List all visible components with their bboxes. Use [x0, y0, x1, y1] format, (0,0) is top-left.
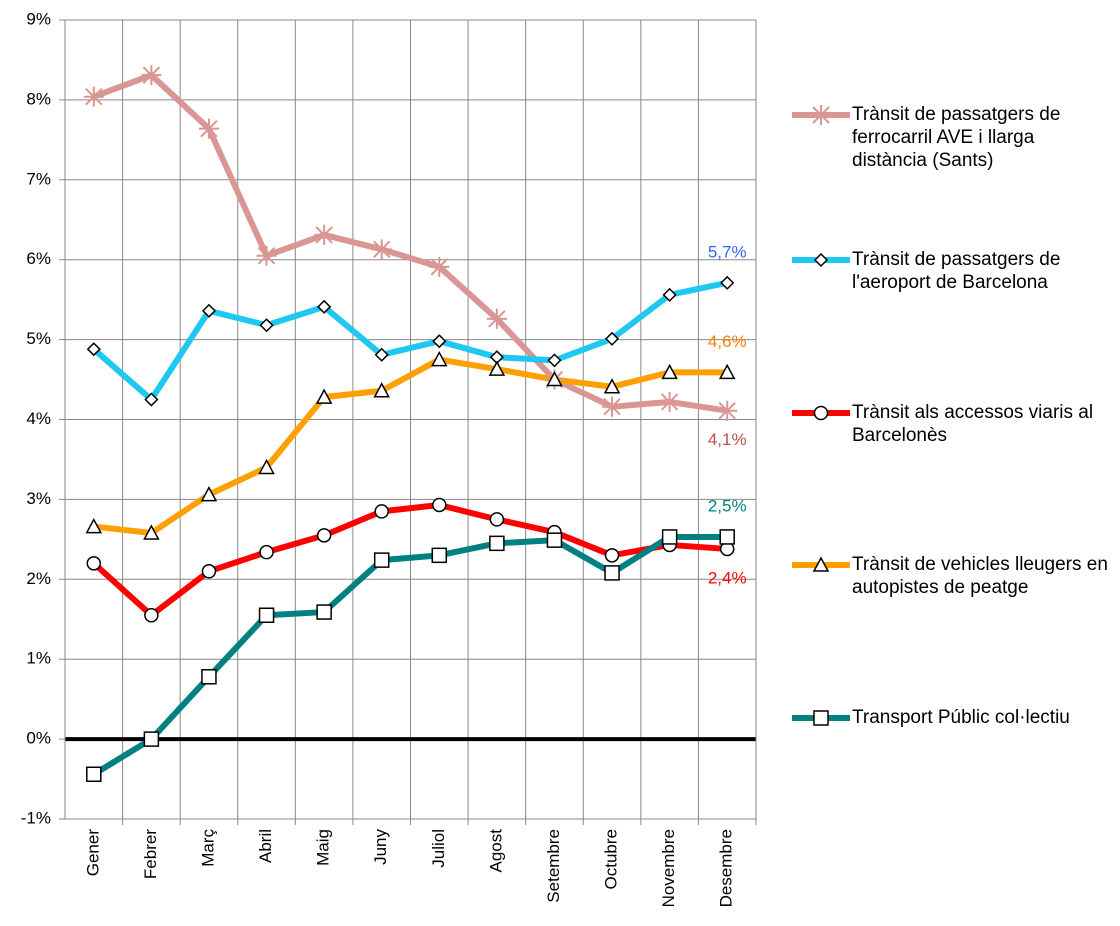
- point-marker: [143, 524, 160, 540]
- point-marker: [259, 318, 274, 333]
- y-tick-label: 7%: [26, 169, 51, 188]
- legend-marker: [813, 252, 829, 268]
- legend-label: Trànsit de passatgers de ferrocarril AVE…: [852, 104, 1061, 171]
- x-tick-label: Agost: [486, 829, 505, 873]
- y-tick-label: 6%: [26, 249, 51, 268]
- point-marker: [200, 486, 218, 502]
- x-tick-label: Setembre: [544, 829, 563, 903]
- x-tick-label: Octubre: [602, 829, 621, 889]
- point-marker: [603, 378, 621, 394]
- legend-marker: [813, 405, 829, 421]
- x-tick-label: Abril: [256, 829, 275, 863]
- legend-label: Trànsit als accessos viaris al Barcelonè…: [852, 402, 1094, 446]
- point-marker: [547, 353, 562, 368]
- y-tick-label: 8%: [26, 89, 51, 108]
- point-marker: [316, 528, 332, 543]
- point-marker: [604, 565, 620, 581]
- series-line: [92, 533, 728, 777]
- point-marker: [256, 245, 277, 266]
- y-tick-label: 9%: [26, 9, 51, 28]
- point-marker: [201, 303, 217, 318]
- point-marker: [86, 556, 102, 571]
- point-marker: [602, 396, 623, 417]
- legend-marker: [811, 105, 831, 125]
- point-marker: [488, 360, 506, 376]
- point-marker: [546, 370, 563, 387]
- point-marker: [317, 299, 332, 314]
- point-marker: [661, 529, 678, 545]
- point-marker: [431, 350, 448, 367]
- data-label: 4,6%: [708, 332, 747, 351]
- point-marker: [373, 552, 390, 568]
- x-tick-label: Juliol: [429, 829, 448, 868]
- point-marker: [86, 342, 101, 357]
- point-marker: [315, 388, 333, 404]
- y-tick-label: -1%: [21, 808, 51, 827]
- point-marker: [198, 118, 219, 139]
- point-marker: [486, 308, 507, 329]
- series-line: [91, 501, 728, 619]
- point-marker: [720, 275, 735, 290]
- point-marker: [429, 256, 450, 277]
- point-marker: [143, 731, 160, 747]
- point-marker: [314, 224, 335, 245]
- y-tick-label: 0%: [26, 729, 51, 748]
- y-tick-label: 3%: [26, 489, 51, 508]
- legend-label: Transport Públic col·lectiu: [852, 707, 1070, 728]
- x-tick-label: Novembre: [659, 829, 678, 907]
- point-marker: [141, 65, 162, 86]
- series-line: [93, 356, 728, 536]
- point-marker: [85, 517, 103, 534]
- y-tick-label: 1%: [26, 649, 51, 668]
- point-marker: [661, 363, 678, 380]
- y-tick-label: 2%: [26, 569, 51, 588]
- point-marker: [259, 544, 274, 560]
- point-marker: [489, 512, 505, 527]
- legend-label: Trànsit de vehicles lleugers en autopist…: [852, 554, 1108, 598]
- x-tick-label: Febrer: [141, 829, 160, 879]
- point-marker: [144, 608, 159, 623]
- point-marker: [431, 547, 448, 564]
- point-marker: [374, 504, 389, 519]
- point-marker: [371, 239, 392, 260]
- y-tick-label: 4%: [26, 409, 51, 428]
- data-label: 5,7%: [708, 242, 747, 261]
- x-tick-label: Gener: [83, 829, 102, 877]
- point-marker: [83, 86, 104, 107]
- data-label: 2,4%: [708, 568, 747, 587]
- x-tick-label: Juny: [371, 829, 390, 865]
- point-marker: [144, 392, 159, 407]
- point-marker: [717, 400, 738, 421]
- point-marker: [718, 363, 736, 380]
- point-marker: [489, 535, 505, 552]
- point-marker: [604, 548, 620, 563]
- point-marker: [432, 334, 447, 349]
- data-label: 2,5%: [708, 496, 747, 515]
- point-marker: [201, 669, 217, 685]
- y-tick-label: 5%: [26, 329, 51, 348]
- data-label: 4,1%: [708, 430, 747, 449]
- point-marker: [201, 564, 217, 579]
- point-marker: [316, 604, 332, 620]
- point-marker: [258, 458, 275, 475]
- point-marker: [86, 766, 102, 783]
- point-marker: [662, 287, 677, 302]
- x-tick-label: Desembre: [717, 829, 736, 907]
- point-marker: [258, 607, 275, 624]
- legend-marker: [812, 556, 830, 572]
- point-marker: [374, 347, 389, 362]
- point-marker: [432, 497, 447, 513]
- series-line: [91, 279, 728, 403]
- point-marker: [659, 391, 680, 412]
- legend-label: Trànsit de passatgers de l'aeroport de B…: [852, 249, 1061, 293]
- point-marker: [373, 382, 390, 398]
- legend-marker: [813, 710, 829, 726]
- point-marker: [719, 529, 735, 545]
- point-marker: [604, 331, 620, 346]
- x-tick-label: Maig: [314, 829, 333, 866]
- point-marker: [546, 532, 563, 548]
- x-tick-label: Març: [198, 829, 217, 867]
